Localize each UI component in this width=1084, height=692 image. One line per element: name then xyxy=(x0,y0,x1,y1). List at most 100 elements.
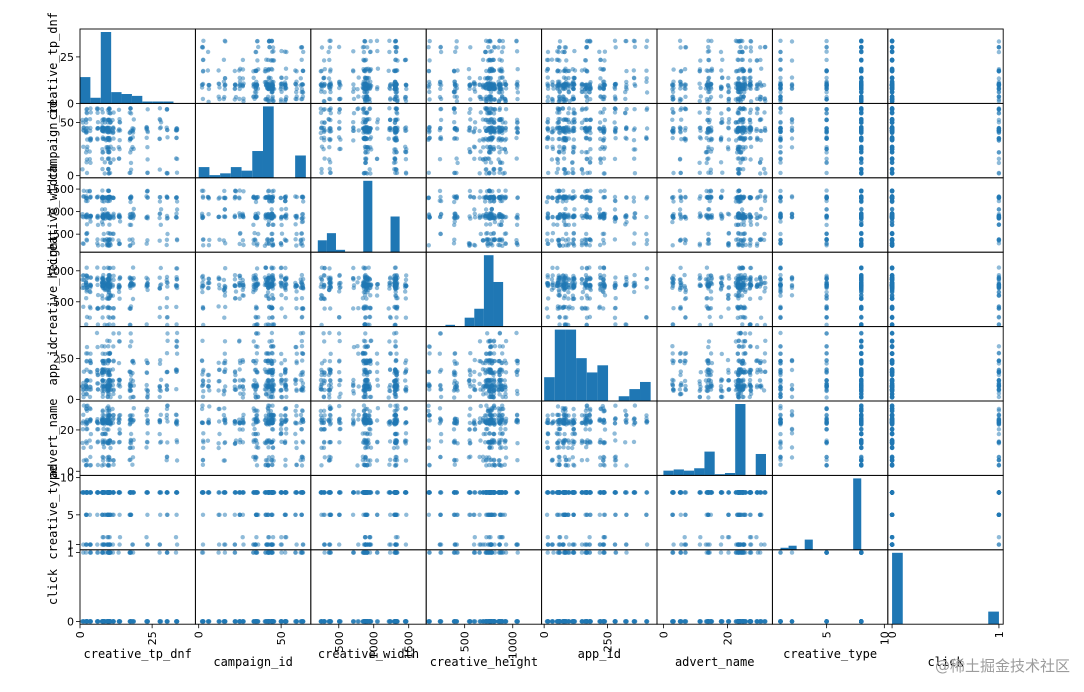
scatter-point xyxy=(84,111,90,116)
scatter-point xyxy=(889,106,895,111)
scatter-point xyxy=(157,238,162,243)
scatter-point xyxy=(748,157,753,162)
scatter-point xyxy=(403,157,409,162)
scatter-point xyxy=(491,111,497,116)
scatter-point xyxy=(300,194,306,200)
scatter-point xyxy=(269,97,275,102)
scatter-point xyxy=(319,89,324,94)
scatter-point xyxy=(157,136,162,142)
scatter-point xyxy=(299,231,305,236)
scatter-point xyxy=(157,106,163,111)
cell-creative_tp_dnf-vs-click xyxy=(887,28,1004,104)
scatter-point xyxy=(438,86,443,92)
scatter-point xyxy=(736,171,741,176)
scatter-point xyxy=(561,156,567,161)
scatter-point xyxy=(87,117,93,122)
scatter-point xyxy=(545,98,550,104)
scatter-point xyxy=(824,38,829,44)
scatter-point xyxy=(145,170,150,176)
scatter-point xyxy=(683,195,688,200)
scatter-point xyxy=(80,167,85,172)
scatter-point xyxy=(560,147,566,152)
scatter-point xyxy=(704,83,709,88)
scatter-point xyxy=(480,57,486,62)
hist-bar xyxy=(163,101,174,104)
scatter-point xyxy=(824,111,829,116)
scatter-point xyxy=(127,170,132,176)
scatter-point xyxy=(514,49,520,54)
scatter-point xyxy=(644,231,649,237)
scatter-point xyxy=(201,188,206,193)
scatter-point xyxy=(778,110,783,115)
scatter-point xyxy=(253,215,259,221)
scatter-point xyxy=(579,149,584,155)
scatter-point xyxy=(737,49,743,55)
scatter-point xyxy=(165,135,170,140)
scatter-point xyxy=(789,117,795,123)
scatter-point xyxy=(327,45,333,50)
scatter-point xyxy=(759,206,764,212)
scatter-point xyxy=(437,188,443,194)
scatter-point xyxy=(583,58,588,63)
scatter-point xyxy=(632,82,637,87)
scatter-point xyxy=(222,214,228,219)
scatter-point xyxy=(482,199,488,204)
scatter-point xyxy=(624,87,629,92)
scatter-point xyxy=(602,58,607,63)
scatter-point xyxy=(127,243,132,248)
scatter-point xyxy=(679,117,684,122)
scatter-point xyxy=(240,57,246,63)
scatter-point xyxy=(679,195,684,200)
scatter-point xyxy=(158,222,163,227)
scatter-point xyxy=(223,39,228,44)
scatter-point xyxy=(859,156,864,161)
scatter-point xyxy=(486,156,491,161)
scatter-point xyxy=(174,211,179,216)
scatter-point xyxy=(557,39,563,44)
scatter-point xyxy=(164,213,170,219)
cell-creative_tp_dnf-vs-creative_width xyxy=(310,28,427,104)
scatter-point xyxy=(364,111,369,116)
scatter-point xyxy=(644,238,650,243)
scatter-point xyxy=(761,166,767,172)
scatter-point xyxy=(562,167,568,172)
scatter-point xyxy=(698,194,703,199)
scatter-point xyxy=(683,238,689,243)
scatter-point xyxy=(583,189,588,194)
scatter-point xyxy=(145,145,150,150)
scatter-point xyxy=(472,207,477,212)
cell-campaign_id-vs-app_id xyxy=(541,102,658,179)
scatter-point xyxy=(145,157,150,162)
scatter-point xyxy=(556,136,561,142)
scatter-point xyxy=(624,38,629,44)
scatter-point xyxy=(491,166,496,172)
scatter-point xyxy=(216,214,221,219)
scatter-point xyxy=(100,127,105,132)
scatter-point xyxy=(631,195,636,200)
scatter-point xyxy=(579,107,585,113)
scatter-point xyxy=(545,119,550,125)
scatter-point xyxy=(217,85,222,90)
scatter-point xyxy=(326,83,332,88)
scatter-point xyxy=(392,156,398,161)
scatter-point xyxy=(759,66,764,71)
scatter-point xyxy=(996,45,1002,50)
scatter-point xyxy=(623,135,628,140)
scatter-point xyxy=(130,144,135,150)
scatter-point xyxy=(824,44,829,50)
scatter-point xyxy=(268,195,273,201)
scatter-point xyxy=(602,106,607,112)
scatter-point xyxy=(588,39,593,44)
scatter-point xyxy=(748,222,754,227)
scatter-point xyxy=(677,207,683,212)
scatter-point xyxy=(351,96,357,102)
scatter-point xyxy=(613,198,618,204)
scatter-point xyxy=(361,57,366,62)
scatter-point xyxy=(472,145,477,150)
scatter-point xyxy=(158,125,163,130)
scatter-point xyxy=(743,127,748,133)
scatter-point xyxy=(386,68,391,74)
scatter-point xyxy=(556,120,561,125)
scatter-point xyxy=(256,67,261,72)
scatter-point xyxy=(165,127,170,133)
